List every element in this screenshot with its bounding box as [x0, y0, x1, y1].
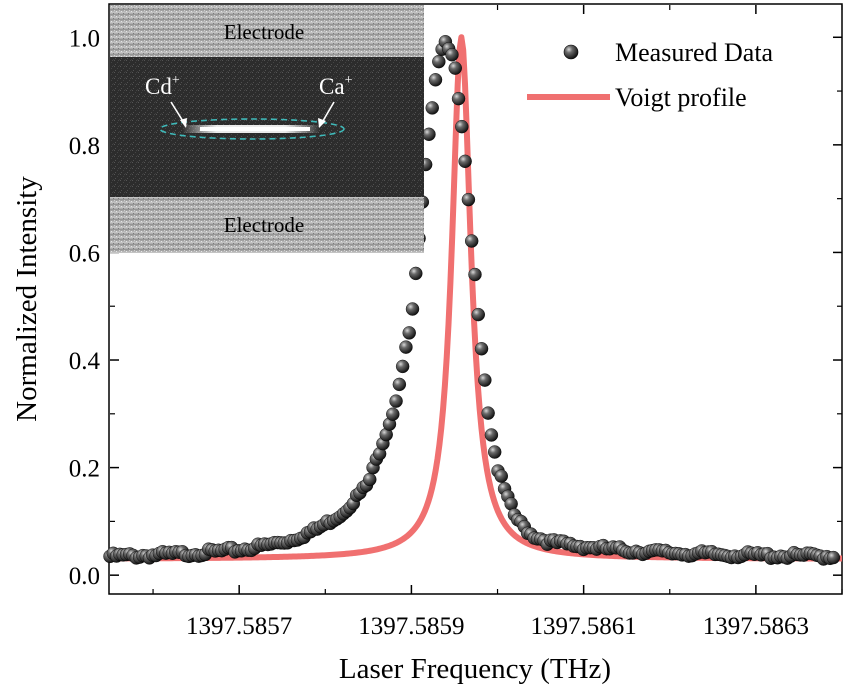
x-tick-label: 1397.5859: [358, 613, 464, 640]
inset-bottom-electrode: [110, 197, 424, 253]
data-point: [488, 445, 502, 459]
data-point: [392, 377, 407, 392]
data-point: [445, 48, 459, 62]
data-point: [494, 469, 508, 483]
x-tick-label: 1397.5863: [703, 613, 809, 640]
y-tick-label: 0.2: [69, 456, 100, 483]
x-tick-label: 1397.5861: [531, 613, 637, 640]
data-point: [458, 154, 472, 169]
data-point: [428, 73, 443, 87]
inset-bottom-electrode-label: Electrode: [224, 213, 304, 237]
inset-image: Electrode Electrode Cd+ Ca+: [110, 5, 424, 253]
data-point: [395, 359, 410, 374]
y-tick-label: 0.4: [69, 348, 101, 375]
ion-crystal-outline: [159, 118, 345, 140]
ion-arrowhead-cd: [180, 118, 187, 128]
data-point: [455, 119, 469, 134]
data-point: [425, 101, 439, 115]
data-point: [402, 326, 416, 340]
data-point: [386, 407, 400, 421]
data-point: [389, 394, 403, 408]
legend-label-measured: Measured Data: [615, 38, 774, 67]
y-tick-label: 1.0: [69, 25, 100, 52]
data-point: [464, 234, 479, 248]
data-point: [422, 127, 436, 142]
y-axis-title: Normalized Intensity: [11, 176, 43, 422]
legend-label-voigt: Voigt profile: [615, 83, 747, 112]
ion-label-ca: Ca+: [319, 73, 353, 99]
legend: Measured Data Voigt profile: [527, 38, 774, 112]
legend-marker-measured: [563, 44, 579, 60]
ion-label-cd: Cd+: [145, 73, 180, 99]
data-point: [461, 192, 476, 207]
data-point: [405, 302, 420, 316]
data-point: [471, 307, 485, 322]
ion-arrowhead-ca: [318, 118, 326, 128]
data-point: [481, 406, 495, 420]
data-point: [399, 340, 413, 354]
data-point: [468, 267, 482, 282]
data-point: [478, 373, 492, 387]
data-point: [363, 472, 377, 487]
data-point: [826, 550, 841, 565]
inset-top-electrode-label: Electrode: [224, 20, 304, 44]
ion-crystal-core: [200, 127, 310, 131]
y-tick-label: 0.6: [69, 240, 100, 267]
measured-data-layer: [103, 35, 841, 566]
y-tick-label: 0.8: [69, 133, 100, 160]
inset-top-electrode: [110, 5, 424, 57]
data-point: [409, 266, 423, 281]
y-axis-ticks: 0.0 0.2 0.4 0.6 0.8 1.0: [69, 25, 842, 590]
plot-frame: [108, 3, 843, 595]
x-axis-title: Laser Frequency (THz): [339, 653, 611, 685]
data-point: [484, 428, 499, 442]
data-point: [451, 91, 466, 106]
x-axis-ticks: 1397.5857 1397.5859 1397.5861 1397.5863: [152, 5, 843, 640]
y-tick-label: 0.0: [69, 563, 100, 590]
x-tick-label: 1397.5857: [186, 613, 292, 640]
data-point: [432, 54, 446, 69]
data-point: [448, 61, 462, 75]
data-point: [474, 342, 489, 356]
